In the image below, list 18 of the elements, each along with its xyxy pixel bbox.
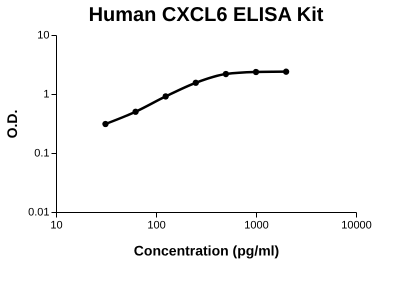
point [282, 68, 290, 75]
point [102, 120, 109, 128]
y-tick-label: 0.01 [28, 206, 50, 218]
x-tick-label: 10000 [341, 220, 372, 232]
y-tick-label: 1 [43, 88, 50, 100]
point [192, 80, 199, 86]
point [162, 93, 169, 100]
point [222, 70, 230, 78]
point [132, 108, 139, 115]
point [252, 68, 260, 76]
y-axis-title: O.D. [4, 110, 20, 138]
x-tick-label: 10 [50, 220, 63, 232]
y-tick-label: 0.1 [34, 148, 50, 160]
x-axis-title: Concentration (pg/ml) [134, 242, 280, 258]
x-tick-label: 1000 [244, 220, 269, 232]
chart-title: Human CXCL6 ELISA Kit [88, 4, 324, 26]
x-tick-label: 100 [147, 220, 166, 232]
y-tick-label: 10 [37, 30, 50, 42]
